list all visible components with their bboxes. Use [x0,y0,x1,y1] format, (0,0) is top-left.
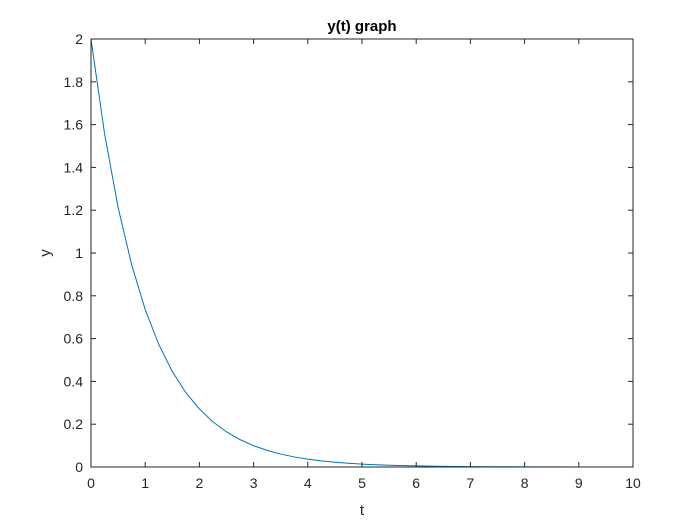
y-tick-label: 0.6 [64,331,84,347]
x-tick-label: 0 [87,475,95,491]
x-tick-label: 3 [250,475,258,491]
x-axis-label: t [360,502,365,519]
x-tick-label: 1 [141,475,149,491]
x-tick-label: 7 [467,475,475,491]
x-tick-label: 2 [196,475,204,491]
y-tick-label: 0 [75,459,83,475]
y-tick-label: 0.4 [64,373,84,389]
y-tick-label: 1.6 [64,117,84,133]
chart-title: y(t) graph [327,18,396,35]
y-tick-label: 0.2 [64,416,84,432]
y-tick-label: 1.8 [64,74,84,90]
ticks-layer: 0 1 2 3 4 5 6 7 8 9 10 0 0.2 0.4 0.6 0.8 1 1.2 1.4 1.6 1.8 2 [64,31,641,491]
axes-box [90,38,634,468]
x-tick-label: 4 [304,475,312,491]
y-axis-label: y [37,249,54,257]
y-tick-label: 2 [75,31,83,47]
x-tick-label: 6 [412,475,420,491]
y-tick-label: 1.2 [64,202,84,218]
y-tick-label: 0.8 [64,288,84,304]
y-tick-label: 1.4 [64,159,84,175]
plot-area [91,39,633,467]
x-tick-label: 8 [521,475,529,491]
y-tick-label: 1 [75,245,83,261]
x-tick-label: 5 [358,475,366,491]
x-tick-label: 9 [575,475,583,491]
x-tick-label: 10 [625,475,641,491]
